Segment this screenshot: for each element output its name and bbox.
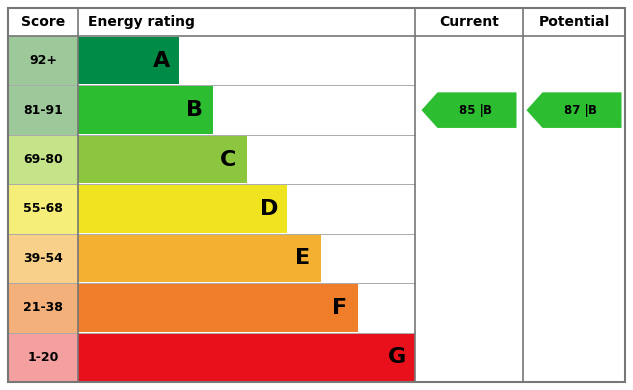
Text: E: E bbox=[295, 248, 310, 268]
Text: Potential: Potential bbox=[539, 15, 610, 29]
Bar bbox=[78, 136, 246, 183]
Text: A: A bbox=[153, 51, 170, 71]
Text: Score: Score bbox=[21, 15, 65, 29]
Bar bbox=[78, 185, 287, 233]
Text: B: B bbox=[588, 104, 597, 117]
Bar bbox=[78, 333, 415, 381]
Text: G: G bbox=[388, 347, 406, 367]
Text: B: B bbox=[483, 104, 492, 117]
Bar bbox=[8, 333, 78, 382]
Text: 69-80: 69-80 bbox=[23, 153, 63, 166]
Text: F: F bbox=[332, 298, 348, 318]
Text: C: C bbox=[220, 150, 237, 170]
Bar bbox=[8, 36, 78, 85]
Bar bbox=[8, 184, 78, 234]
Text: Current: Current bbox=[439, 15, 499, 29]
Text: 81-91: 81-91 bbox=[23, 104, 63, 117]
Bar bbox=[78, 235, 321, 282]
Text: B: B bbox=[186, 100, 203, 120]
Text: 87 |: 87 | bbox=[564, 104, 589, 117]
Text: 55-68: 55-68 bbox=[23, 202, 63, 216]
Polygon shape bbox=[527, 92, 622, 128]
Text: 92+: 92+ bbox=[29, 54, 57, 67]
Bar bbox=[8, 85, 78, 135]
Text: 1-20: 1-20 bbox=[27, 351, 59, 364]
Bar bbox=[8, 283, 78, 333]
Bar bbox=[78, 284, 358, 332]
Bar bbox=[78, 37, 179, 84]
Polygon shape bbox=[422, 92, 517, 128]
Text: 21-38: 21-38 bbox=[23, 301, 63, 314]
Text: D: D bbox=[260, 199, 278, 219]
Bar bbox=[8, 234, 78, 283]
Bar bbox=[8, 135, 78, 184]
Bar bbox=[78, 87, 213, 134]
Text: Energy rating: Energy rating bbox=[88, 15, 195, 29]
Text: 85 |: 85 | bbox=[459, 104, 484, 117]
Text: 39-54: 39-54 bbox=[23, 252, 63, 265]
